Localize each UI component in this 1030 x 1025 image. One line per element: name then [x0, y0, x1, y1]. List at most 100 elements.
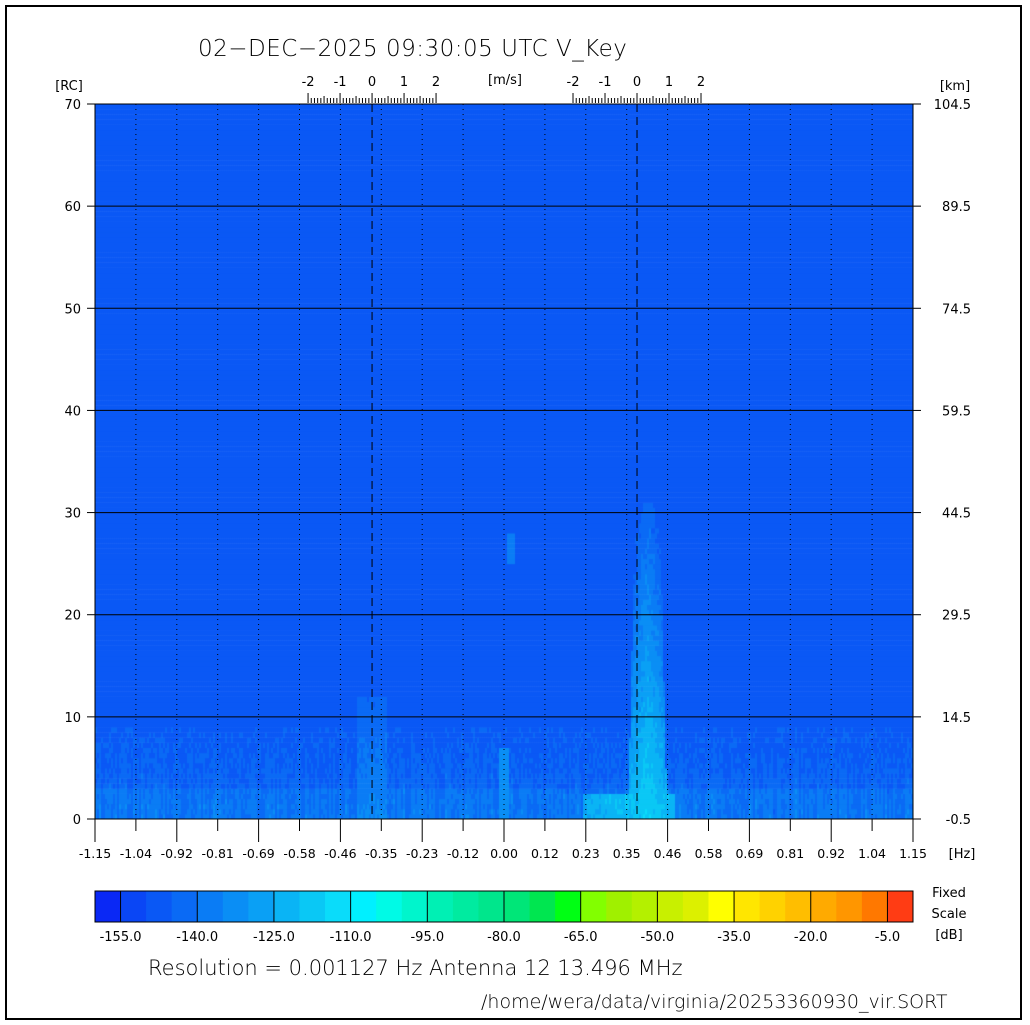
colorbar-tick-label: -65.0: [564, 930, 598, 945]
y-tick-label-right: 59.5: [942, 404, 971, 419]
colorbar-cell: [350, 891, 377, 922]
colorbar-cell: [427, 891, 454, 922]
x-tick-label: 0.81: [776, 846, 804, 861]
y-tick-label-left: 40: [64, 404, 81, 419]
colorbar-tick-label: -5.0: [875, 930, 900, 945]
x-tick-label: 0.23: [572, 846, 600, 861]
x-tick-label: -1.15: [79, 846, 111, 861]
colorbar-cell: [478, 891, 505, 922]
resolution-info: Resolution = 0.001127 Hz Antenna 12 13.4…: [148, 956, 683, 980]
y-tick-label-right: 29.5: [942, 609, 971, 624]
y-tick-label-left: 50: [64, 302, 81, 317]
y-tick-label-left: 60: [64, 200, 81, 215]
colorbar-tick-label: -35.0: [717, 930, 751, 945]
colorbar-cell: [248, 891, 275, 922]
colorbar-cell: [401, 891, 428, 922]
colorbar-label: [dB]: [935, 928, 962, 943]
y-tick-label-left: 10: [64, 711, 81, 726]
x-tick-label: 0.00: [490, 846, 518, 861]
y-tick-label-right: -0.5: [946, 813, 971, 828]
velocity-tick-label: 1: [665, 75, 673, 90]
x-tick-label: -0.92: [161, 846, 193, 861]
colorbar-cell: [299, 891, 326, 922]
file-path: /home/wera/data/virginia/20253360930_vir…: [481, 991, 948, 1013]
y-tick-label-right: 44.5: [942, 507, 971, 522]
colorbar-tick-label: -95.0: [410, 930, 444, 945]
x-tick-label: 0.92: [817, 846, 845, 861]
y-tick-label-left: 70: [64, 98, 81, 113]
colorbar-cell: [861, 891, 888, 922]
colorbar-cell: [197, 891, 224, 922]
top-axis-label: [m/s]: [488, 73, 522, 88]
velocity-tick-label: 2: [697, 75, 705, 90]
y-tick-label-right: 104.5: [934, 98, 971, 113]
x-tick-label: -1.04: [120, 846, 152, 861]
chart-title: 02−DEC−2025 09:30:05 UTC V_Key: [198, 36, 628, 62]
colorbar-cell: [171, 891, 198, 922]
colorbar-cell: [631, 891, 658, 922]
velocity-tick-label: 2: [432, 75, 440, 90]
colorbar-cell: [146, 891, 173, 922]
colorbar-tick-label: -80.0: [487, 930, 521, 945]
colorbar-label: Scale: [932, 907, 967, 922]
colorbar-tick-label: -125.0: [253, 930, 295, 945]
velocity-tick-label: -1: [599, 75, 612, 90]
colorbar-cell: [273, 891, 300, 922]
x-tick-label: -0.69: [242, 846, 274, 861]
colorbar-cell: [734, 891, 761, 922]
y-tick-label-left: 30: [64, 507, 81, 522]
x-tick-label: 0.35: [613, 846, 641, 861]
x-tick-label: -0.23: [406, 846, 438, 861]
colorbar-cell: [657, 891, 684, 922]
colorbar-tick-label: -20.0: [794, 930, 828, 945]
colorbar-cell: [708, 891, 735, 922]
x-axis-label: [Hz]: [949, 847, 976, 862]
x-tick-label: 1.15: [899, 846, 927, 861]
x-tick-label: 0.12: [531, 846, 559, 861]
colorbar-cell: [810, 891, 837, 922]
y-tick-label-left: 0: [73, 813, 81, 828]
colorbar-cell: [376, 891, 403, 922]
colorbar-cell: [555, 891, 582, 922]
colorbar-cell: [504, 891, 530, 922]
figure-frame: [5, 5, 1022, 1020]
colorbar-cell: [759, 891, 786, 922]
colorbar-cell: [580, 891, 607, 922]
y-tick-label-right: 14.5: [942, 711, 971, 726]
colorbar-tick-label: -155.0: [100, 930, 142, 945]
y-axis-label-left: [RC]: [55, 79, 83, 94]
x-tick-label: 1.04: [858, 846, 886, 861]
colorbar-cell: [120, 891, 147, 922]
velocity-tick-label: 1: [400, 75, 408, 90]
velocity-tick-label: 0: [368, 75, 376, 90]
colorbar-cell: [887, 891, 914, 922]
colorbar-cell: [95, 891, 121, 922]
colorbar-cell: [529, 891, 556, 922]
colorbar-cell: [682, 891, 709, 922]
x-tick-label: -0.12: [447, 846, 479, 861]
y-tick-label-right: 74.5: [942, 302, 971, 317]
y-tick-label-left: 20: [64, 609, 81, 624]
colorbar-cell: [222, 891, 249, 922]
colorbar-cell: [325, 891, 352, 922]
x-tick-label: 0.58: [695, 846, 723, 861]
plot-border: [94, 103, 914, 820]
colorbar-cell: [452, 891, 479, 922]
colorbar-cell: [785, 891, 812, 922]
x-tick-label: -0.58: [283, 846, 315, 861]
velocity-tick-label: 0: [633, 75, 641, 90]
colorbar-label: Fixed: [932, 886, 966, 901]
colorbar-tick-label: -140.0: [176, 930, 218, 945]
x-tick-label: 0.69: [735, 846, 763, 861]
x-tick-label: -0.81: [202, 846, 234, 861]
velocity-tick-label: -2: [302, 75, 315, 90]
x-tick-label: -0.46: [324, 846, 356, 861]
velocity-tick-label: -1: [334, 75, 347, 90]
x-tick-label: -0.35: [365, 846, 397, 861]
velocity-tick-label: -2: [567, 75, 580, 90]
x-tick-label: 0.46: [654, 846, 682, 861]
colorbar-cell: [836, 891, 863, 922]
y-axis-label-right: [km]: [940, 79, 970, 94]
colorbar-tick-label: -50.0: [641, 930, 675, 945]
